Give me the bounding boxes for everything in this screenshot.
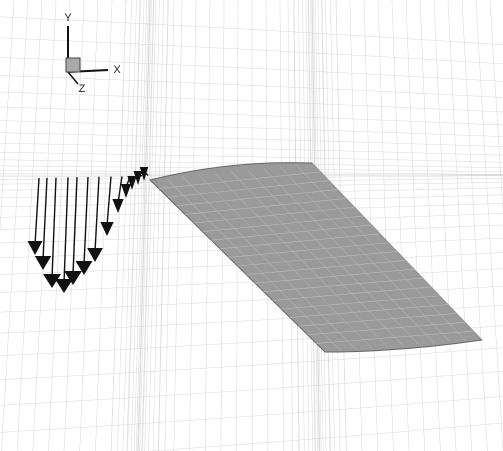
y-label: Y <box>64 12 72 24</box>
triad-cube <box>66 58 80 72</box>
x-label: X <box>113 64 121 76</box>
cfd-view: Y X Z <box>0 0 503 451</box>
z-label: Z <box>79 83 86 95</box>
